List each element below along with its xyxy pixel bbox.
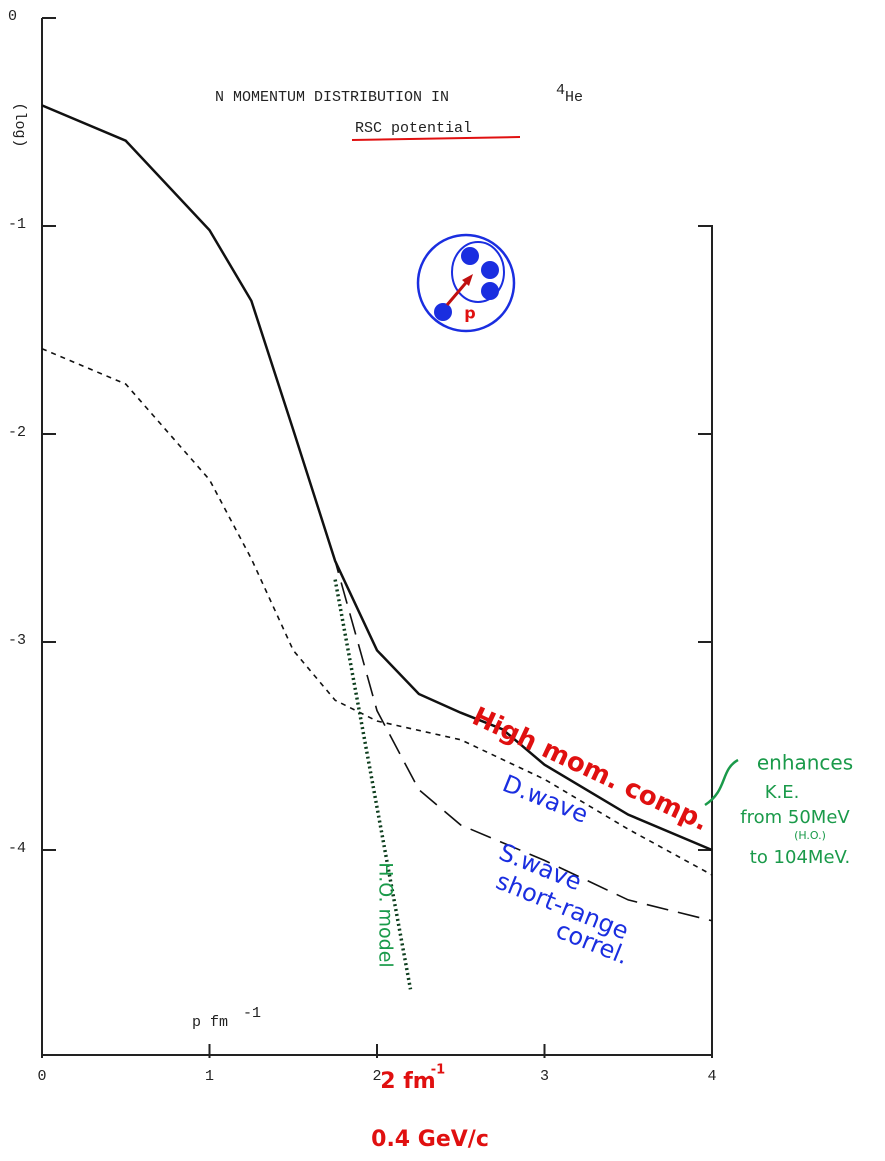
annotation: K.E. (765, 782, 800, 803)
chart-subtitle: RSC potential (355, 120, 472, 137)
series-label: High mom. comp. (468, 702, 713, 838)
annotation: -1 (431, 1063, 445, 1078)
x-axis-label-exponent: -1 (243, 1005, 261, 1022)
annotation: (H.O.) (794, 829, 826, 842)
y-tick-label: -1 (8, 216, 26, 233)
subtitle-underline (352, 137, 520, 140)
y-tick-label: -2 (8, 424, 26, 441)
title-symbol: He (565, 89, 583, 106)
x-axis-label: p fm (192, 1014, 228, 1031)
x-tick-label: 1 (205, 1068, 214, 1085)
chart: N MOMENTUM DISTRIBUTION IN 4 He RSC pote… (0, 0, 885, 1161)
x-tick-label: 4 (707, 1068, 716, 1085)
annotation: 2 fm (380, 1069, 435, 1094)
annotation: to 104MeV. (750, 847, 850, 868)
series-label: H.O. model (375, 862, 397, 967)
annotation: enhances (757, 751, 853, 775)
y-axis-label: (log) (11, 102, 28, 147)
bracket (705, 760, 738, 805)
series-line (42, 105, 712, 850)
annotation: from 50MeV (740, 807, 850, 828)
y-tick-label: -3 (8, 632, 26, 649)
annotation: p (464, 304, 475, 323)
chart-title: N MOMENTUM DISTRIBUTION IN (215, 89, 449, 106)
y-tick-label: -4 (8, 840, 26, 857)
x-tick-label: 3 (540, 1068, 549, 1085)
y-tick-label: 0 (8, 8, 17, 25)
annotation: 0.4 GeV/c (371, 1127, 489, 1152)
title-mass: 4 (556, 82, 565, 99)
x-tick-label: 0 (37, 1068, 46, 1085)
